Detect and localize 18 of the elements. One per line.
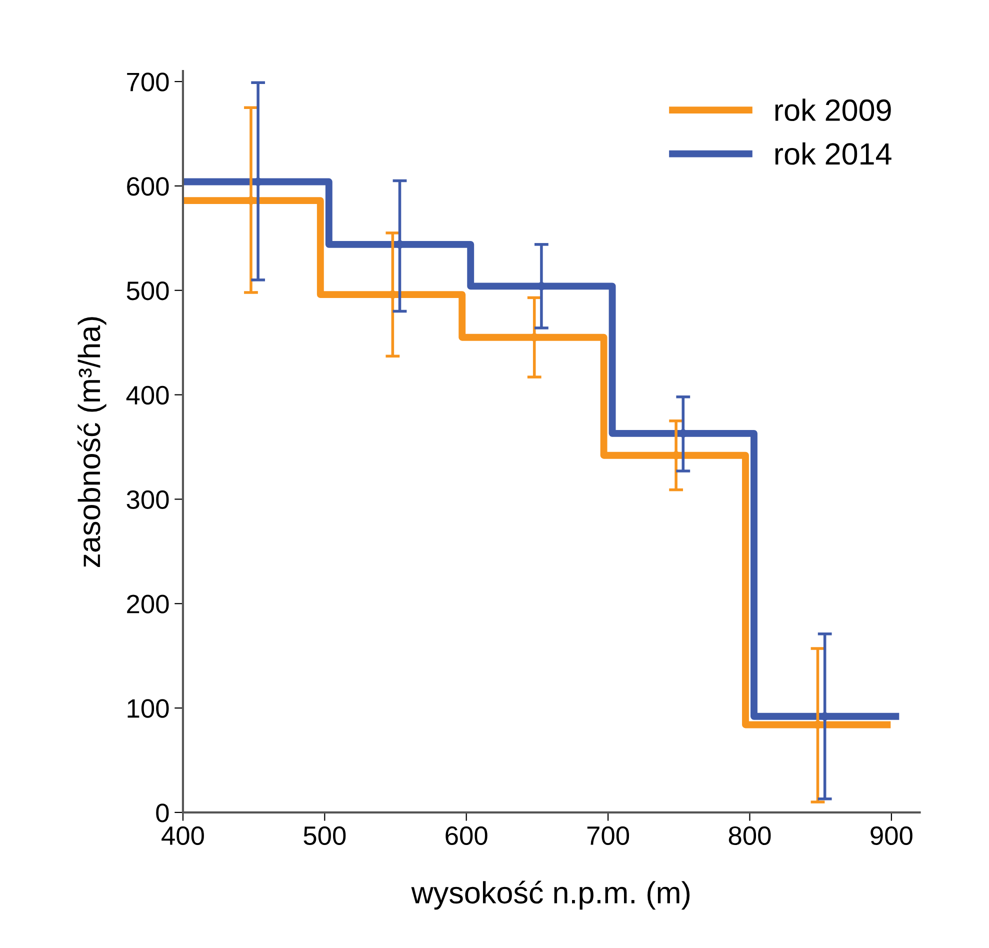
y-tick-label: 600: [127, 177, 169, 196]
y-tick-label: 300: [126, 490, 169, 510]
x-axis-title: wysokość n.p.m. (m): [411, 880, 690, 910]
y-tick-label: 700: [127, 72, 169, 92]
x-tick-label: 800: [728, 826, 771, 846]
y-tick-label: 200: [127, 594, 169, 614]
x-tick-label: 500: [304, 826, 346, 846]
y-tick-label: 0: [156, 804, 169, 822]
legend-label: rok 2014: [775, 142, 892, 165]
x-tick-label: 400: [162, 826, 204, 846]
x-tick-label: 700: [587, 826, 630, 846]
legend-label: rok 2009: [775, 98, 891, 122]
y-tick-label: 400: [126, 386, 169, 405]
x-tick-label: 900: [870, 826, 912, 846]
y-tick-label: 100: [128, 699, 169, 718]
y-axis-title: zasobność (m³/ha): [77, 317, 106, 568]
x-tick-label: 600: [446, 826, 488, 846]
y-tick-label: 500: [126, 282, 169, 300]
